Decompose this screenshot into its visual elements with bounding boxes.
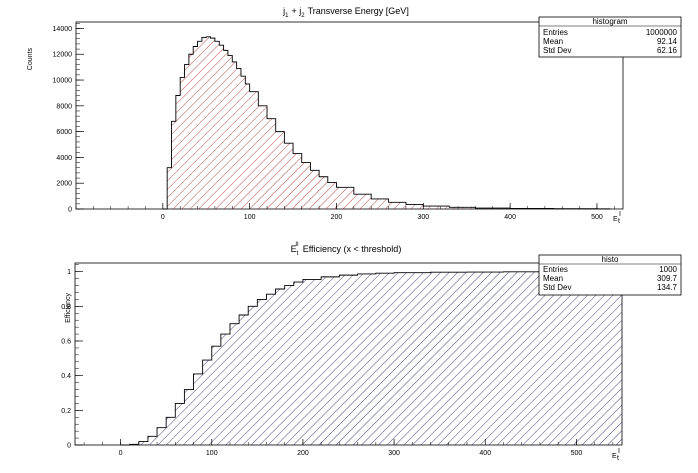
x-tick-label: 500	[591, 214, 603, 221]
stats-title: histogram	[592, 17, 627, 26]
x-tick-label: 200	[297, 450, 309, 457]
y-tick-label: 0.2	[61, 408, 71, 415]
y-tick-label: 4000	[56, 155, 72, 162]
chart-title: EtII Efficiency (x < threshold)	[291, 242, 402, 257]
stats-label-mean: Mean	[543, 274, 563, 283]
x-tick-label: 500	[571, 450, 583, 457]
stats-label-mean: Mean	[543, 37, 563, 46]
stats-box: histogram Entries 1000000 Mean 92.14 Std…	[538, 16, 682, 58]
chart-title: j1 + j2 Transverse Energy [GeV]	[282, 6, 409, 19]
y-tick-label: 0.4	[61, 373, 71, 380]
x-tick-label: 0	[161, 214, 165, 221]
y-tick-label: 1	[67, 269, 71, 276]
y-tick-label: 6000	[56, 129, 72, 136]
x-tick-label: 0	[119, 450, 123, 457]
stats-label-entries: Entries	[543, 265, 568, 274]
svg-text:I: I	[619, 211, 621, 218]
histogram-outline	[120, 271, 622, 446]
stats-label-stddev: Std Dev	[543, 46, 571, 55]
x-tick-label: 400	[504, 214, 516, 221]
x-tick-label: 300	[417, 214, 429, 221]
svg-text:I: I	[618, 448, 620, 455]
stats-label-stddev: Std Dev	[543, 283, 571, 292]
efficiency-panel: EtII Efficiency (x < threshold) Efficienc…	[61, 242, 682, 462]
x-tick-label: 400	[479, 450, 491, 457]
svg-text:t: t	[618, 218, 620, 225]
svg-text:t: t	[617, 455, 619, 462]
histogram-fill	[162, 36, 610, 209]
y-axis-label: Efficiency	[65, 293, 72, 323]
x-tick-label: 100	[244, 214, 256, 221]
y-tick-label: 2000	[56, 181, 72, 188]
x-tick-label: 200	[331, 214, 343, 221]
stats-title: histo	[602, 255, 619, 264]
y-tick-label: 0	[68, 207, 72, 214]
x-tick-label: 300	[388, 450, 400, 457]
y-tick-label: 8000	[56, 103, 72, 110]
x-axis-label: E t I	[612, 448, 620, 462]
x-tick-label: 100	[206, 450, 218, 457]
y-tick-label: 0.6	[61, 339, 71, 346]
stats-value-mean: 92.14	[657, 37, 678, 46]
y-tick-label: 0.8	[61, 304, 71, 311]
y-tick-label: 12000	[53, 52, 73, 59]
histogram-outline	[162, 36, 611, 210]
histogram-fill	[120, 271, 622, 445]
y-tick-label: 0	[67, 443, 71, 450]
et-histogram-panel: j1 + j2 Transverse Energy [GeV] Counts 0 10…	[27, 6, 682, 225]
stats-value-stddev: 62.16	[657, 46, 678, 55]
svg-text:E: E	[612, 453, 617, 460]
stats-value-mean: 309.7	[657, 274, 678, 283]
stats-value-entries: 1000000	[646, 28, 678, 37]
y-axis-label: Counts	[27, 48, 34, 71]
stats-value-entries: 1000	[659, 265, 677, 274]
stats-label-entries: Entries	[543, 28, 568, 37]
stats-value-stddev: 134.7	[657, 283, 678, 292]
y-tick-label: 10000	[53, 78, 73, 85]
svg-text:E: E	[613, 216, 618, 223]
stats-box: histo Entries 1000 Mean 309.7 Std Dev 13…	[538, 254, 682, 296]
x-axis-label: E t I	[613, 211, 621, 225]
y-tick-label: 14000	[53, 26, 73, 33]
